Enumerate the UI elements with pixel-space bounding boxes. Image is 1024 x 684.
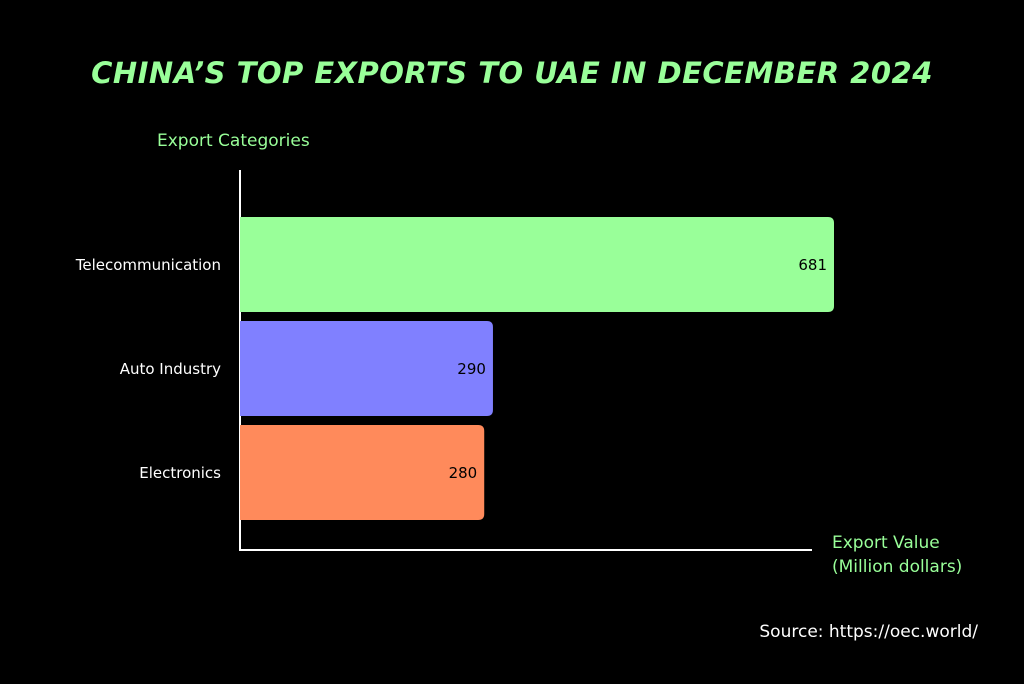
bar xyxy=(240,217,834,312)
y-tick-label: Auto Industry xyxy=(120,360,221,378)
value-label: 681 xyxy=(798,256,827,274)
value-label: 280 xyxy=(449,464,478,482)
x-axis-title: Export Value (Million dollars) xyxy=(832,533,963,577)
chart-title: CHINA’S TOP EXPORTS TO UAE IN DECEMBER 2… xyxy=(91,56,933,90)
y-tick-label: Electronics xyxy=(139,464,221,482)
value-label: 290 xyxy=(457,360,486,378)
y-tick-label: Telecommunication xyxy=(75,256,221,274)
bar xyxy=(240,321,493,416)
source: Source: https://oec.world/ xyxy=(759,622,978,642)
bar xyxy=(240,425,485,520)
y-axis-title: Export Categories xyxy=(157,131,310,151)
